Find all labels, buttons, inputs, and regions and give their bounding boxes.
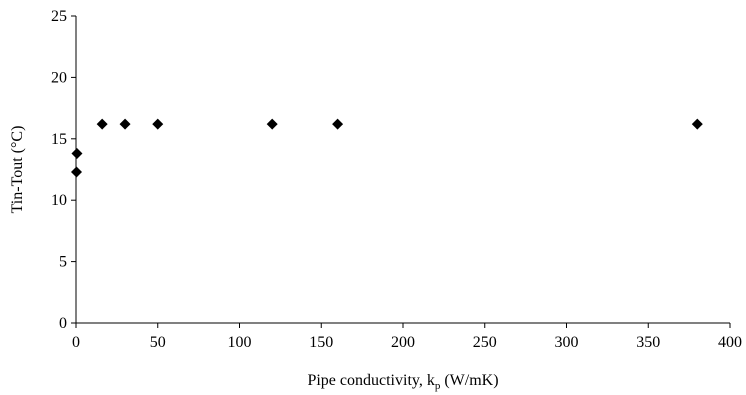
x-tick-label: 300 bbox=[555, 334, 579, 351]
x-axis-title: Pipe conductivity, kp (W/mK) bbox=[307, 372, 498, 392]
x-tick-label: 250 bbox=[473, 334, 497, 351]
data-point bbox=[70, 166, 82, 178]
data-point bbox=[152, 118, 164, 130]
x-axis-title-suffix: (W/mK) bbox=[440, 372, 498, 389]
data-point bbox=[691, 118, 703, 130]
x-axis-title-subscript: p bbox=[435, 380, 441, 392]
y-tick-label: 10 bbox=[51, 192, 67, 209]
data-point bbox=[332, 118, 344, 130]
x-tick-label: 200 bbox=[391, 334, 415, 351]
data-point bbox=[71, 148, 83, 160]
x-axis-ticks: 0 50 100 150 200 250 300 350 400 bbox=[72, 323, 742, 351]
y-tick-label: 25 bbox=[51, 8, 67, 25]
y-tick-label: 15 bbox=[51, 131, 67, 148]
x-tick-label: 100 bbox=[228, 334, 252, 351]
x-tick-label: 350 bbox=[636, 334, 660, 351]
y-tick-label: 0 bbox=[59, 315, 67, 332]
y-axis-ticks: 0 5 10 15 20 25 bbox=[51, 8, 76, 332]
x-tick-label: 400 bbox=[718, 334, 742, 351]
data-point bbox=[266, 118, 278, 130]
y-tick-label: 20 bbox=[51, 69, 67, 86]
x-tick-label: 0 bbox=[72, 334, 80, 351]
x-tick-label: 150 bbox=[309, 334, 333, 351]
data-point bbox=[96, 118, 108, 130]
x-tick-label: 50 bbox=[150, 334, 166, 351]
y-tick-label: 5 bbox=[59, 254, 67, 271]
y-axis-title: Tin-Tout (°C) bbox=[9, 126, 26, 214]
data-points bbox=[70, 118, 703, 178]
x-axis-title-main: Pipe conductivity, k bbox=[307, 372, 434, 389]
data-point bbox=[119, 118, 131, 130]
